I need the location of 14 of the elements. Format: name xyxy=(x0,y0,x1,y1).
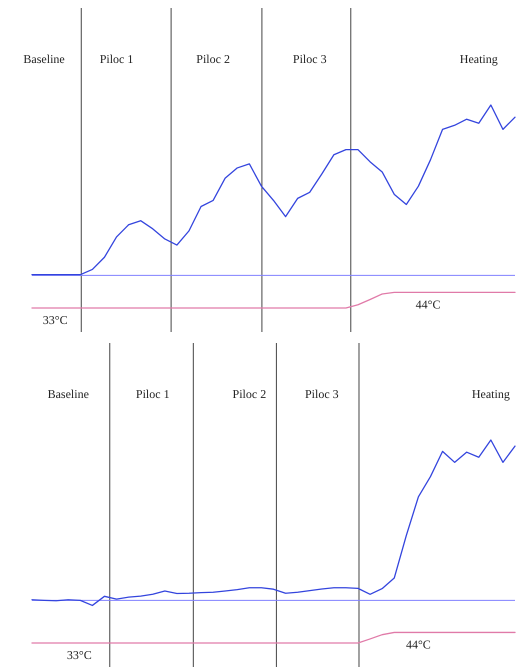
x-tick-label: Piloc 1 xyxy=(100,52,134,66)
x-tick-label: Piloc 2 xyxy=(196,52,230,66)
annotation: 33°C xyxy=(66,648,92,662)
x-tick-label: Heating xyxy=(472,387,510,401)
x-tick-label: Baseline xyxy=(48,387,89,401)
x-tick-label: Piloc 2 xyxy=(232,387,266,401)
annotation: 44°C xyxy=(406,637,431,652)
x-tick-label: Piloc 1 xyxy=(136,387,170,401)
x-tick-label: Piloc 3 xyxy=(292,52,327,66)
annotation: 44°C xyxy=(416,297,440,312)
x-tick-label: Heating xyxy=(460,52,498,66)
x-tick-label: Baseline xyxy=(23,52,65,66)
x-tick-label: Piloc 3 xyxy=(304,387,339,401)
annotation: 33°C xyxy=(42,313,68,327)
